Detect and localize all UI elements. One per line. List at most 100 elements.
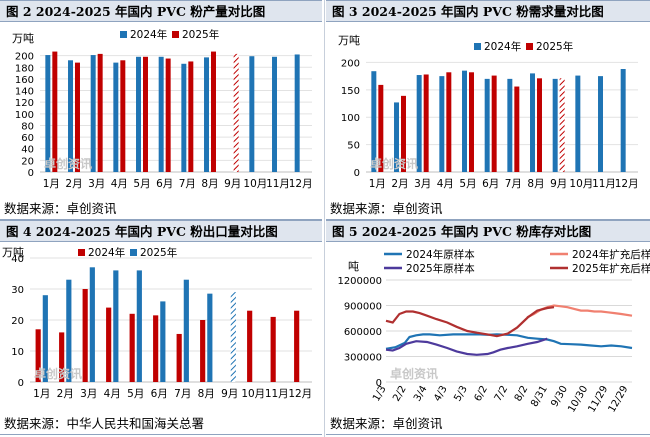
y-tick-label: 600000 [344,327,382,338]
bar [270,316,276,382]
y-axis-unit-label: 吨 [348,260,359,273]
bar [181,63,187,173]
panel-source: 数据来源：卓创资讯 [326,414,650,435]
y-tick-label: 1200000 [337,276,382,287]
bar [423,74,429,172]
legend-label: 2025年 [536,40,573,53]
panel-production: 图 2 2024-2025 年国内 PVC 粉产量对比图 万吨 0 20 40 60 80… [0,0,324,220]
x-tick-label: 8月 [527,178,544,190]
series-line [526,304,633,319]
legend-swatch [78,249,85,256]
watermark-text: 卓创资讯 [390,366,438,381]
x-tick-label: 8月 [198,388,215,400]
x-tick-label: 6/2 [473,384,491,403]
x-tick-label: 4/3 [432,384,450,403]
legend-swatch [474,43,481,50]
y-tick-label: 0 [354,168,360,179]
bar [552,78,558,172]
bar [143,56,148,172]
bar [97,53,103,172]
bar [575,75,581,172]
bar [165,58,171,172]
x-tick-label: 11月 [266,178,290,190]
inventory-chart: 吨 0 300000 600000 900000 1200000 1/3 2/2 3/4 4/3 5… [337,248,650,414]
legend-swatch [120,31,127,38]
y-tick-label: 80 [21,121,34,132]
x-tick-label: 2/2 [391,384,409,403]
panel-source: 数据来源：卓创资讯 [0,199,322,220]
y-tick-label: 180 [15,63,34,74]
x-tick-label: 3月 [80,388,97,400]
bar [204,57,209,172]
y-tick-label: 200 [341,58,360,69]
bar [52,51,58,172]
legend-label: 2025年扩充后样本 [572,262,650,275]
y-axis-unit-label: 万吨 [338,34,360,47]
x-tick-label: 1/3 [371,384,389,403]
y-tick-label: 10 [11,347,24,358]
bar [446,72,452,172]
bar [35,329,41,382]
x-tick-label: 2月 [65,178,82,190]
bar [230,292,236,382]
y-tick-label: 140 [15,87,34,98]
x-tick-label: 5月 [459,178,476,190]
y-tick-label: 100 [341,113,360,124]
x-tick-label: 5月 [127,388,144,400]
panel-export: 图 4 2024-2025 年国内 PVC 粉出口量对比图 万吨 0 10 20 30 4… [0,220,324,437]
y-tick-label: 50 [347,141,360,152]
y-tick-label: 160 [15,75,34,86]
bar [378,84,384,172]
x-tick-label: 11月 [592,178,616,190]
bar [371,71,377,172]
y-tick-label: 100 [15,110,34,121]
legend-label: 2024年原样本 [406,248,475,261]
x-tick-label: 3/4 [412,384,430,403]
bar [394,102,399,172]
x-tick-label: 9月 [224,178,241,190]
export-chart: 万吨 0 10 20 30 40 1月 2月 3月 4月 5月 6月 7月 8月 9月 10月 11月 12月 20… [2,246,312,400]
panel-divider [324,0,325,437]
legend-label: 2024年扩充后样本 [572,248,650,261]
bar [537,78,542,172]
panel-demand: 图 3 2024-2025 年国内 PVC 粉需求量对比图 万吨 0 50 100 15… [326,0,650,220]
x-tick-label: 1月 [33,388,50,400]
bar [120,60,126,172]
legend-label: 2024年 [484,40,521,53]
panel-inventory: 图 5 2024-2025 年国内 PVC 粉库存对比图 吨 0 300000 600… [326,220,650,437]
y-tick-label: 120 [15,98,34,109]
x-tick-label: 9/30 [549,384,570,409]
x-tick-label: 6月 [151,388,168,400]
x-tick-label: 7月 [179,178,196,190]
x-tick-label: 4月 [104,388,121,400]
bar [153,315,159,382]
bar [89,267,95,382]
bar [233,53,239,172]
bar [211,51,216,172]
x-tick-label: 1月 [369,178,386,190]
series-line [385,337,548,356]
y-tick-label: 20 [11,316,24,327]
bar [188,61,194,172]
x-tick-label: 1月 [43,178,60,190]
panel-title: 图 3 2024-2025 年国内 PVC 粉需求量对比图 [326,0,650,22]
bar [75,62,80,173]
bar [207,293,213,382]
y-tick-label: 300000 [344,353,382,364]
y-tick-label: 40 [11,254,24,265]
y-axis-unit-label: 万吨 [12,32,34,45]
bar [113,270,119,382]
bar [136,270,142,382]
bar [183,279,189,382]
series-line [385,333,633,350]
bar [620,69,626,172]
x-tick-label: 10月 [569,178,593,190]
x-tick-label: 6月 [482,178,499,190]
bar [106,307,112,382]
y-tick-label: 20 [21,156,34,167]
y-tick-label: 60 [21,133,34,144]
x-tick-label: 8月 [201,178,218,190]
x-tick-label: 2月 [391,178,408,190]
legend-label: 2025年原样本 [406,262,475,275]
